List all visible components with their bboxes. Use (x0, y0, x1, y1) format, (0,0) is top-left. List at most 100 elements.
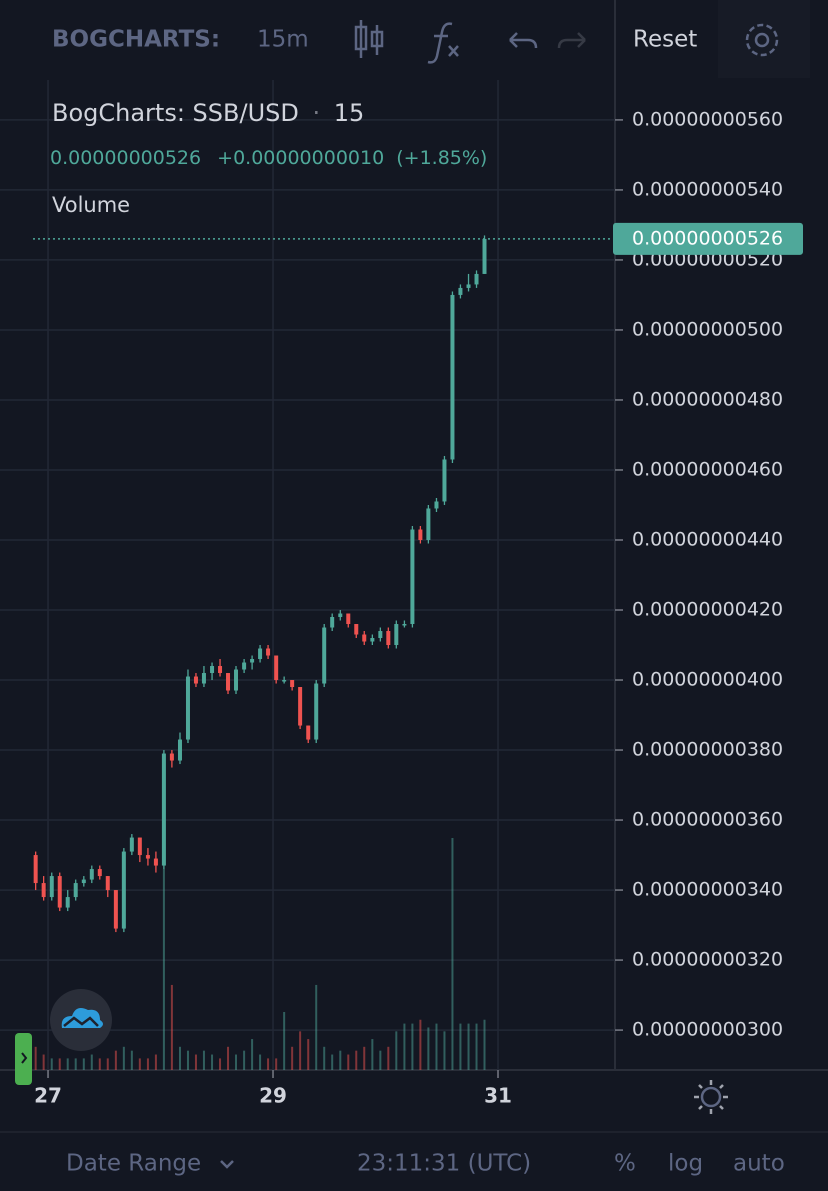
settings-bg (718, 0, 810, 78)
volume-bar (50, 1058, 53, 1070)
volume-bar (475, 1023, 478, 1070)
volume-bar (146, 1058, 149, 1070)
candle-body (161, 753, 166, 866)
interval-button[interactable]: 15m (257, 27, 309, 53)
candle-body (370, 638, 375, 642)
candle-body (426, 508, 431, 540)
volume-bar (98, 1058, 101, 1070)
candle-body (346, 613, 351, 625)
candle-body (290, 680, 295, 688)
candle-body (394, 624, 399, 646)
candle-body (378, 631, 383, 639)
change-pct: (+1.85%) (396, 147, 487, 169)
volume-bar (235, 1054, 238, 1070)
auto-button[interactable]: auto (733, 1151, 785, 1177)
volume-bar (291, 1046, 294, 1070)
volume-bar (186, 1050, 189, 1070)
volume-bar (395, 1031, 398, 1070)
volume-bar (267, 1058, 270, 1070)
y-tick-label: 0.00000000420 (632, 599, 783, 621)
candle-body (474, 273, 479, 285)
candle-body (89, 869, 94, 880)
time-settings-icon[interactable] (694, 1080, 728, 1114)
candle-body (442, 459, 447, 502)
candle-body (450, 294, 455, 460)
volume-bar (82, 1058, 85, 1070)
volume-bar (66, 1058, 69, 1070)
volume-bar (435, 1023, 438, 1070)
candle-body (105, 876, 110, 891)
change: +0.00000000010 (217, 147, 384, 169)
volume-bar (178, 1046, 181, 1070)
logo-icon (61, 1008, 103, 1028)
candle-body (266, 648, 271, 656)
candle-body (466, 284, 471, 288)
y-tick-label: 0.00000000500 (632, 318, 783, 340)
toolbar: BOGCHARTS: 15m Reset (52, 0, 810, 78)
volume-bar (42, 1054, 45, 1070)
candle-body (410, 529, 415, 625)
candle-body (129, 837, 134, 852)
candle-body (193, 676, 198, 684)
volume-bar (74, 1058, 77, 1070)
side-toggle[interactable] (15, 1033, 32, 1085)
volume-bar (162, 868, 165, 1070)
candle-body (73, 883, 78, 898)
volume-bar (130, 1050, 133, 1070)
date-range-button[interactable]: Date Range (66, 1151, 201, 1177)
percent-button[interactable]: % (614, 1151, 636, 1177)
volume-bar (251, 1039, 254, 1070)
candle-body (482, 238, 487, 274)
volume-bar (90, 1054, 93, 1070)
volume-bar (202, 1050, 205, 1070)
volume-bar (243, 1050, 246, 1070)
indicator-icon[interactable] (427, 22, 459, 64)
volume-bar (299, 1031, 302, 1070)
volume-bar (275, 1058, 278, 1070)
candle-body (41, 883, 46, 898)
chart-type-icon[interactable] (354, 20, 384, 58)
candle-body (49, 876, 54, 898)
candle-body (258, 648, 263, 660)
side-toggle-icon (21, 1052, 28, 1064)
volume-bar (315, 984, 318, 1070)
volume-bar (443, 1031, 446, 1070)
volume-bar (219, 1058, 222, 1070)
candle-body (338, 613, 343, 618)
log-button[interactable]: log (668, 1151, 703, 1177)
candle-body (218, 666, 223, 674)
undo-icon[interactable] (509, 32, 538, 49)
candle-body (386, 631, 391, 646)
plot: 0.00000000300 0.00000000320 0.00000000340 0… (0, 0, 828, 1108)
volume-bar (331, 1054, 334, 1070)
volume-bar (371, 1039, 374, 1070)
volume-bar (451, 838, 454, 1070)
volume-bar (122, 1046, 125, 1070)
candle-body (81, 879, 86, 884)
candle-body (418, 529, 423, 540)
last-price-tag (613, 222, 803, 255)
reset-button[interactable]: Reset (633, 27, 697, 53)
volume-bar (355, 1050, 358, 1070)
volume-bar (259, 1054, 262, 1070)
volume-bar (138, 1058, 141, 1070)
interval: 15 (334, 99, 365, 127)
y-tick-label: 0.00000000540 (632, 178, 783, 200)
volume-bar (419, 1019, 422, 1070)
redo-icon (557, 32, 586, 49)
volume-bar (114, 1050, 117, 1070)
volume-bar (467, 1023, 470, 1070)
y-tick-label: 0.00000000360 (632, 809, 783, 831)
candle-body (322, 627, 327, 684)
settings-icon[interactable] (745, 23, 779, 57)
volume-bar (363, 1046, 366, 1070)
volume-bar (339, 1050, 342, 1070)
volume-bar (227, 1046, 230, 1070)
last-price-label: 0.00000000526 (632, 227, 783, 249)
candle-body (362, 634, 367, 642)
volume-label: Volume (52, 193, 130, 217)
volume-bar (307, 1039, 310, 1070)
candle-body (314, 683, 319, 740)
y-tick-label: 0.00000000300 (632, 1019, 783, 1041)
